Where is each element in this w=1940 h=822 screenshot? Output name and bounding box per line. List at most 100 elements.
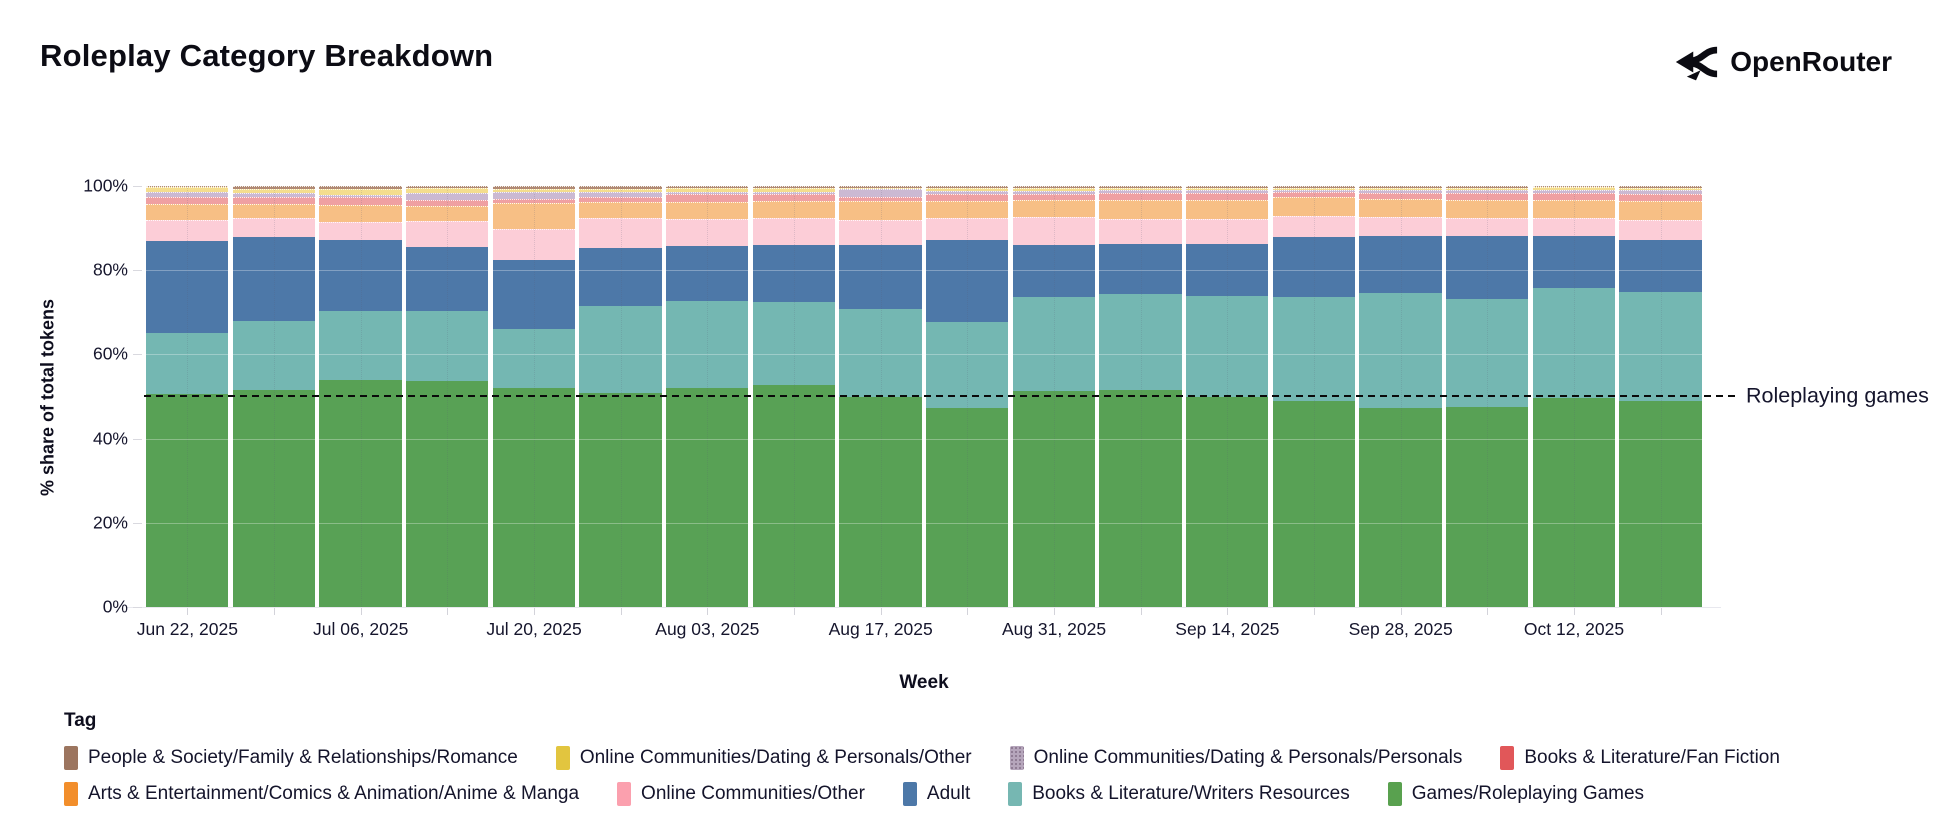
bar-segment-fan_fiction[interactable] [1619, 193, 1702, 201]
bar-segment-dating_personals[interactable] [1186, 190, 1269, 194]
bar-segment-romance[interactable] [839, 186, 922, 188]
stacked-bar-week[interactable] [1272, 186, 1356, 607]
bar-segment-anime_manga[interactable] [1446, 199, 1529, 218]
bar-segment-dating_other[interactable] [1446, 187, 1529, 191]
bar-segment-dating_personals[interactable] [926, 191, 1009, 195]
bar-segment-romance[interactable] [1532, 186, 1616, 188]
bar-segment-romance[interactable] [146, 186, 229, 188]
bar-segment-writers_resources[interactable] [1186, 295, 1269, 397]
bar-segment-fan_fiction[interactable] [146, 196, 229, 205]
bar-segment-communities_other[interactable] [232, 218, 316, 238]
bar-segment-roleplaying_games[interactable] [1272, 400, 1356, 607]
bar-segment-fan_fiction[interactable] [666, 194, 749, 202]
bar-segment-anime_manga[interactable] [1186, 199, 1269, 219]
bar-segment-roleplaying_games[interactable] [1619, 400, 1702, 607]
bar-segment-romance[interactable] [406, 186, 489, 189]
bar-segment-dating_other[interactable] [319, 188, 402, 195]
bar-segment-anime_manga[interactable] [492, 203, 576, 229]
legend-item-communities_other[interactable]: Online Communities/Other [617, 782, 865, 806]
stacked-bar-week[interactable] [752, 186, 836, 607]
bar-segment-fan_fiction[interactable] [1532, 192, 1616, 200]
bar-segment-writers_resources[interactable] [579, 306, 662, 394]
bar-segment-dating_personals[interactable] [839, 189, 922, 197]
bar-segment-dating_other[interactable] [146, 187, 229, 192]
bar-segment-writers_resources[interactable] [406, 310, 489, 381]
bar-segment-fan_fiction[interactable] [1359, 192, 1442, 199]
bar-segment-romance[interactable] [1446, 186, 1529, 188]
bar-segment-roleplaying_games[interactable] [752, 385, 836, 607]
bar-segment-communities_other[interactable] [1099, 219, 1182, 245]
bar-segment-romance[interactable] [1186, 186, 1269, 188]
bar-segment-dating_personals[interactable] [1619, 190, 1702, 194]
bar-segment-adult[interactable] [666, 245, 749, 301]
bar-segment-roleplaying_games[interactable] [492, 388, 576, 607]
bar-segment-anime_manga[interactable] [839, 200, 922, 221]
bar-segment-adult[interactable] [1619, 239, 1702, 293]
bar-segment-fan_fiction[interactable] [1012, 193, 1096, 200]
bar-segment-dating_personals[interactable] [232, 193, 316, 197]
bar-segment-communities_other[interactable] [1359, 216, 1442, 237]
bar-segment-communities_other[interactable] [146, 219, 229, 241]
bar-segment-dating_personals[interactable] [1099, 190, 1182, 193]
bar-segment-dating_other[interactable] [1359, 187, 1442, 191]
bar-segment-writers_resources[interactable] [1012, 296, 1096, 391]
openrouter-logo[interactable]: OpenRouter [1674, 40, 1892, 84]
stacked-bar-week[interactable] [1446, 186, 1529, 607]
bar-segment-anime_manga[interactable] [319, 205, 402, 222]
bar-segment-dating_other[interactable] [1099, 187, 1182, 191]
stacked-bar-week[interactable] [666, 186, 749, 607]
bar-segment-dating_other[interactable] [406, 188, 489, 194]
bar-segment-dating_personals[interactable] [579, 192, 662, 197]
bar-segment-adult[interactable] [319, 239, 402, 312]
bar-segment-writers_resources[interactable] [1532, 287, 1616, 399]
bar-segment-dating_other[interactable] [232, 189, 316, 194]
bar-segment-communities_other[interactable] [319, 221, 402, 240]
bar-segment-fan_fiction[interactable] [839, 196, 922, 201]
bar-segment-fan_fiction[interactable] [1272, 192, 1356, 198]
bar-segment-fan_fiction[interactable] [232, 196, 316, 205]
bar-segment-writers_resources[interactable] [666, 300, 749, 389]
bar-segment-anime_manga[interactable] [1099, 199, 1182, 220]
bar-segment-anime_manga[interactable] [1532, 199, 1616, 218]
bar-segment-writers_resources[interactable] [146, 333, 229, 395]
bar-segment-roleplaying_games[interactable] [839, 396, 922, 607]
bar-segment-dating_personals[interactable] [146, 191, 229, 197]
bar-segment-communities_other[interactable] [1272, 215, 1356, 238]
stacked-bar-week[interactable] [579, 186, 662, 607]
bar-segment-romance[interactable] [1012, 186, 1096, 188]
bar-segment-writers_resources[interactable] [1099, 294, 1182, 391]
bar-segment-roleplaying_games[interactable] [319, 379, 402, 607]
bar-segment-dating_other[interactable] [579, 188, 662, 193]
bar-segment-communities_other[interactable] [1012, 216, 1096, 245]
bar-segment-communities_other[interactable] [1186, 218, 1269, 244]
stacked-bar-week[interactable] [1099, 186, 1182, 607]
bar-segment-communities_other[interactable] [579, 218, 662, 248]
bar-segment-fan_fiction[interactable] [492, 199, 576, 204]
stacked-bar-week[interactable] [492, 186, 576, 607]
bar-segment-communities_other[interactable] [492, 228, 576, 261]
bar-segment-roleplaying_games[interactable] [1012, 390, 1096, 607]
bar-segment-fan_fiction[interactable] [406, 200, 489, 207]
bar-segment-romance[interactable] [926, 186, 1009, 189]
bar-segment-dating_personals[interactable] [1532, 189, 1616, 193]
bar-segment-dating_other[interactable] [1619, 187, 1702, 191]
bar-segment-adult[interactable] [1186, 243, 1269, 296]
bar-segment-dating_personals[interactable] [492, 192, 576, 200]
bar-segment-communities_other[interactable] [1532, 217, 1616, 237]
bar-segment-roleplaying_games[interactable] [146, 394, 229, 607]
bar-segment-anime_manga[interactable] [1272, 197, 1356, 216]
bar-segment-fan_fiction[interactable] [1186, 193, 1269, 200]
bar-segment-adult[interactable] [579, 247, 662, 306]
bar-segment-romance[interactable] [232, 186, 316, 189]
bar-segment-dating_personals[interactable] [319, 194, 402, 198]
bar-segment-dating_other[interactable] [926, 188, 1009, 192]
stacked-bar-week[interactable] [1619, 186, 1702, 607]
bar-segment-roleplaying_games[interactable] [1099, 390, 1182, 607]
bar-segment-dating_other[interactable] [839, 187, 922, 190]
bar-segment-romance[interactable] [492, 186, 576, 189]
bar-segment-dating_other[interactable] [492, 188, 576, 193]
bar-segment-writers_resources[interactable] [926, 321, 1009, 409]
bar-segment-anime_manga[interactable] [232, 204, 316, 219]
bar-segment-dating_other[interactable] [1186, 187, 1269, 191]
bar-segment-adult[interactable] [1272, 237, 1356, 297]
